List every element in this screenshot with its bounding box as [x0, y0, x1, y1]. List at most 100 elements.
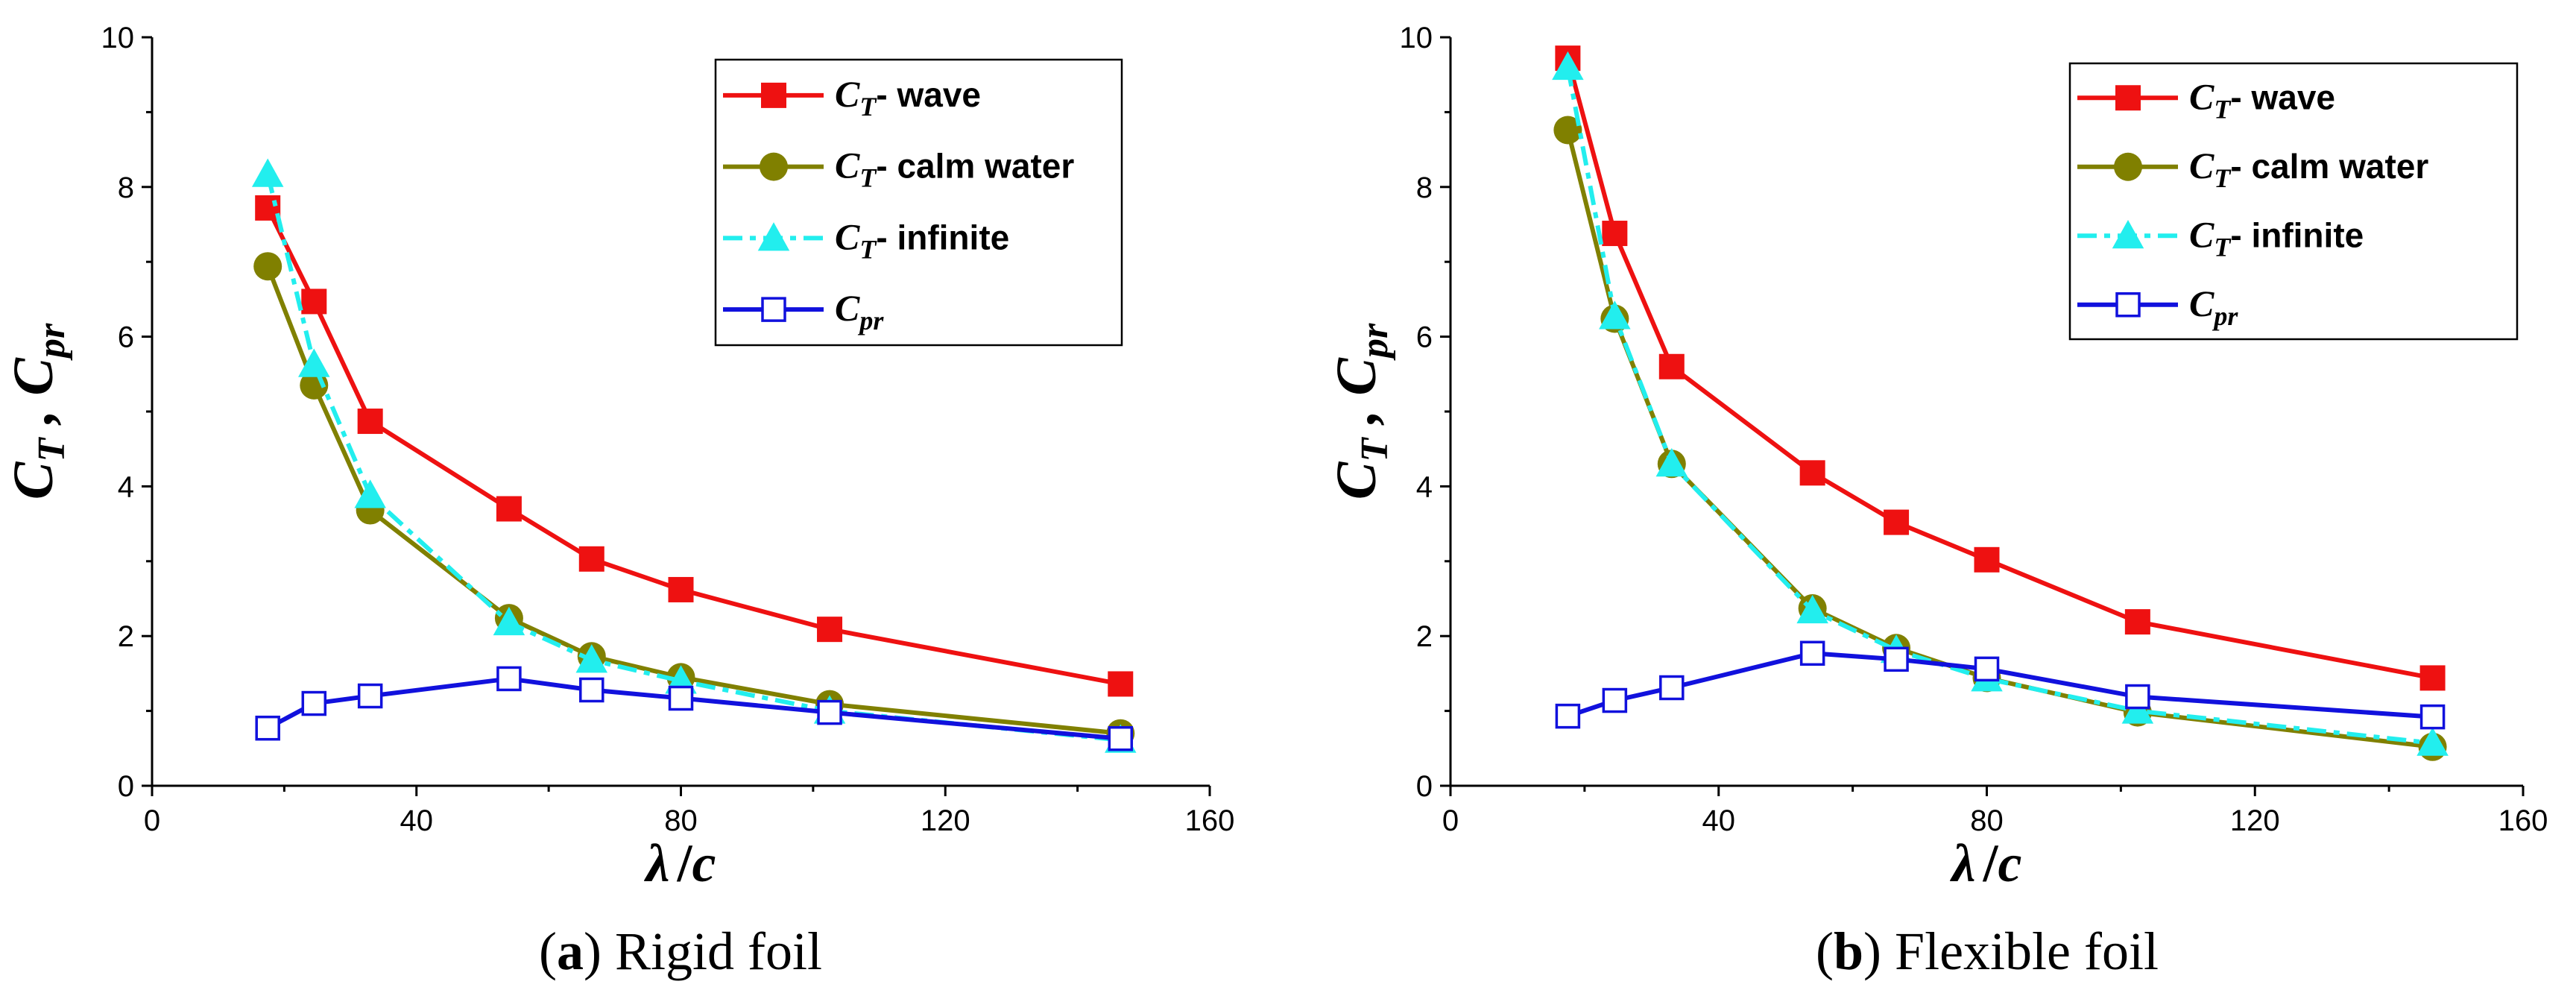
series-cpr: [1555, 640, 2446, 730]
data-point-wave: [668, 576, 694, 602]
data-point-wave: [1799, 460, 1825, 486]
data-point-cpr: [255, 715, 280, 741]
data-point-cpr: [817, 699, 842, 725]
y-tick-label: 6: [118, 321, 134, 354]
y-tick-label: 8: [118, 171, 134, 204]
data-point-cpr: [1974, 656, 2000, 682]
data-point-wave: [1884, 509, 1910, 535]
y-tick-label: 8: [1416, 171, 1433, 204]
data-point-inf: [1655, 448, 1688, 477]
x-tick-label: 120: [2230, 804, 2280, 837]
panel-caption: (b) Flexible foil: [1816, 921, 2159, 981]
y-tick-label: 2: [118, 620, 134, 653]
legend-marker-inf: [2112, 220, 2144, 249]
data-point-inf: [298, 348, 330, 377]
data-point-cpr: [1884, 646, 1909, 672]
x-axis-label: λ/c: [644, 833, 716, 893]
data-point-inf: [2416, 727, 2449, 756]
data-point-cpr: [1602, 687, 1628, 713]
data-point-cpr: [301, 690, 327, 716]
series-line-cpr: [1567, 651, 2433, 719]
legend: CT- wave CT- calm water CT- infinite Cpr: [714, 58, 1123, 347]
data-point-wave: [1108, 671, 1134, 697]
series-line-cpr: [266, 676, 1121, 741]
data-point-cpr: [579, 677, 604, 703]
series-line-wave: [1565, 57, 2434, 681]
data-point-cpr: [496, 666, 522, 692]
data-point-cpr: [2125, 684, 2150, 710]
data-point-wave: [496, 496, 522, 522]
data-point-wave: [817, 617, 843, 643]
legend-label-calm: CT- calm water: [2189, 145, 2428, 193]
legend-marker-wave: [2115, 85, 2141, 111]
x-tick-label: 80: [664, 804, 698, 837]
data-point-wave: [1602, 221, 1628, 247]
x-tick-label: 160: [1185, 804, 1235, 837]
data-point-cpr: [2419, 704, 2446, 730]
y-tick-label: 6: [1416, 321, 1433, 354]
y-tick-label: 0: [1416, 770, 1433, 803]
data-point-calm: [1553, 116, 1582, 145]
legend-label-wave: CT- wave: [835, 73, 981, 122]
data-point-inf: [1552, 51, 1584, 81]
data-point-wave: [2419, 665, 2446, 691]
series-cpr: [255, 666, 1134, 751]
data-point-wave: [1974, 546, 2000, 573]
legend-label-cpr: Cpr: [835, 287, 884, 335]
series-line-wave: [265, 207, 1121, 687]
data-point-inf: [1599, 300, 1631, 330]
series-line-calm: [265, 265, 1121, 736]
y-tick-label: 4: [118, 470, 134, 503]
data-point-inf: [493, 606, 525, 636]
data-point-inf: [1796, 594, 1828, 624]
legend-marker-calm: [760, 152, 788, 181]
legend-label-calm: CT- calm water: [835, 145, 1074, 193]
data-point-cpr: [1108, 725, 1134, 751]
legend: CT- wave CT- calm water CT- infinite Cpr: [2068, 62, 2519, 341]
series-line-inf: [1565, 66, 2433, 746]
x-tick-label: 0: [144, 804, 160, 837]
panel-caption: (a) Rigid foil: [539, 921, 822, 981]
data-point-calm: [253, 252, 282, 281]
series-wave: [255, 195, 1134, 697]
x-tick-label: 40: [400, 804, 434, 837]
x-tick-label: 160: [2498, 804, 2548, 837]
legend-label-inf: CT- infinite: [835, 215, 1009, 264]
legend-marker-inf: [757, 222, 790, 251]
y-axis-label: CT , Cpr: [1325, 323, 1396, 499]
data-point-cpr: [668, 685, 694, 711]
y-tick-label: 10: [101, 22, 135, 54]
legend-marker-calm: [2114, 152, 2142, 181]
y-tick-label: 10: [1400, 22, 1433, 54]
series-line-inf: [265, 174, 1121, 743]
data-point-wave: [578, 546, 604, 572]
legend-marker-wave: [761, 82, 786, 108]
data-point-wave: [2124, 609, 2150, 635]
data-point-wave: [301, 289, 327, 315]
x-tick-label: 120: [921, 804, 970, 837]
x-tick-label: 80: [1970, 804, 2004, 837]
data-point-inf: [251, 158, 284, 187]
legend-marker-cpr: [761, 297, 786, 322]
series-wave: [1555, 45, 2446, 691]
x-axis-label: λ/c: [1950, 833, 2022, 893]
data-point-cpr: [357, 683, 383, 709]
legend-box: [2068, 62, 2519, 341]
data-point-wave: [357, 409, 383, 435]
data-point-inf: [354, 479, 386, 508]
y-tick-label: 2: [1416, 620, 1433, 653]
legend-label-cpr: Cpr: [2189, 283, 2238, 331]
legend-label-wave: CT- wave: [2189, 75, 2335, 124]
data-point-inf: [575, 644, 608, 673]
data-point-wave: [1658, 353, 1685, 379]
legend-label-inf: CT- infinite: [2189, 213, 2364, 262]
y-tick-label: 0: [118, 770, 134, 803]
x-tick-label: 0: [1442, 804, 1459, 837]
data-point-inf: [2121, 695, 2154, 724]
data-point-cpr: [1555, 703, 1581, 729]
data-point-cpr: [1799, 640, 1825, 666]
y-tick-label: 4: [1416, 470, 1433, 503]
